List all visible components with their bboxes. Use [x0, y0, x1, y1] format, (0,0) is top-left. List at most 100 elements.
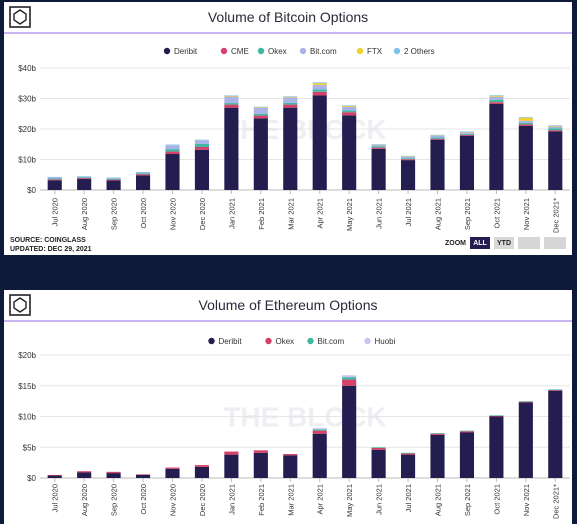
bar-deribit-sep-2020[interactable] — [106, 473, 121, 478]
bar-bit-com-sep-2021[interactable] — [459, 430, 475, 432]
bar-okex-nov-2020[interactable] — [165, 149, 180, 152]
bar-deribit-dec-2020[interactable] — [194, 466, 210, 478]
bar-ftx-nov-2021[interactable] — [518, 117, 533, 121]
bar-deribit-mar-2021[interactable] — [283, 455, 298, 478]
legend-label-ftx[interactable]: FTX — [367, 47, 383, 56]
bar-2-others-jul-2020[interactable] — [47, 176, 62, 178]
bar-2-others-mar-2021[interactable] — [283, 96, 298, 97]
bar-2-others-jun-2021[interactable] — [371, 144, 386, 145]
bar-bit-com-jan-2021[interactable] — [224, 96, 239, 104]
bar-cme-nov-2021[interactable] — [518, 124, 533, 126]
bar-okex-feb-2021[interactable] — [253, 450, 268, 453]
bar-cme-dec-2021[interactable] — [548, 130, 563, 132]
bar-bit-com-sep-2020[interactable] — [106, 177, 121, 179]
bar-deribit-aug-2020[interactable] — [77, 472, 92, 478]
bar-deribit-may-2021[interactable] — [342, 115, 357, 190]
zoom-blank-button-2[interactable] — [544, 237, 566, 249]
bar-bit-com-dec-2021[interactable] — [548, 389, 563, 391]
bar-ftx-jul-2021[interactable] — [400, 156, 416, 157]
bar-cme-feb-2021[interactable] — [253, 115, 268, 119]
bar-cme-mar-2021[interactable] — [283, 104, 298, 108]
bar-okex-jun-2021[interactable] — [371, 447, 386, 450]
bar-ftx-jun-2021[interactable] — [371, 144, 386, 146]
bar-okex-dec-2021[interactable] — [548, 390, 563, 391]
bar-deribit-dec-2020[interactable] — [194, 149, 210, 190]
bar-cme-jul-2020[interactable] — [47, 179, 62, 181]
bar-deribit-jul-2021[interactable] — [400, 160, 416, 190]
bar-okex-may-2021[interactable] — [342, 110, 357, 113]
bar-cme-oct-2020[interactable] — [135, 174, 151, 176]
bar-cme-jan-2021[interactable] — [224, 104, 239, 108]
bar-bit-com-may-2021[interactable] — [342, 377, 357, 380]
bar-okex-nov-2021[interactable] — [518, 401, 533, 403]
bar-bit-com-nov-2021[interactable] — [518, 120, 533, 123]
bar-ftx-sep-2021[interactable] — [459, 131, 475, 133]
bar-deribit-jan-2021[interactable] — [224, 107, 239, 190]
bar-okex-aug-2020[interactable] — [77, 177, 92, 179]
bar-deribit-oct-2020[interactable] — [135, 474, 151, 478]
bar-deribit-nov-2021[interactable] — [518, 402, 533, 478]
bar-ftx-jan-2021[interactable] — [224, 96, 239, 97]
bar-okex-jan-2021[interactable] — [224, 451, 239, 455]
legend-label-2-others[interactable]: 2 Others — [404, 47, 435, 56]
bar-deribit-sep-2021[interactable] — [459, 432, 475, 478]
bar-deribit-nov-2020[interactable] — [165, 468, 180, 478]
bar-bit-com-feb-2021[interactable] — [253, 107, 268, 114]
bar-deribit-aug-2021[interactable] — [430, 139, 445, 190]
bar-deribit-oct-2021[interactable] — [489, 416, 504, 479]
bar-bit-com-dec-2020[interactable] — [194, 140, 210, 144]
bar-2-others-aug-2021[interactable] — [430, 134, 445, 136]
bar-cme-apr-2021[interactable] — [312, 91, 327, 96]
bar-cme-jun-2021[interactable] — [371, 147, 386, 149]
bar-deribit-jun-2021[interactable] — [371, 449, 386, 478]
bar-okex-may-2021[interactable] — [342, 379, 357, 386]
bar-2-others-oct-2021[interactable] — [489, 95, 504, 96]
bar-cme-may-2021[interactable] — [342, 112, 357, 116]
bar-okex-jul-2021[interactable] — [400, 158, 416, 160]
bar-bit-com-oct-2020[interactable] — [135, 172, 151, 174]
bar-2-others-apr-2021[interactable] — [312, 82, 327, 84]
bar-okex-aug-2021[interactable] — [430, 137, 445, 139]
bar-bit-com-oct-2021[interactable] — [489, 96, 504, 100]
bar-bit-com-dec-2021[interactable] — [548, 126, 563, 129]
bar-okex-nov-2020[interactable] — [165, 467, 180, 469]
legend-label-huobi[interactable]: Huobi — [375, 337, 396, 346]
bar-deribit-jul-2020[interactable] — [47, 180, 62, 190]
bar-2-others-dec-2020[interactable] — [194, 139, 210, 141]
bar-bit-com-jun-2021[interactable] — [371, 144, 386, 147]
bar-bit-com-aug-2021[interactable] — [430, 135, 445, 138]
bar-2-others-nov-2020[interactable] — [165, 144, 180, 146]
bar-deribit-apr-2021[interactable] — [312, 433, 327, 478]
bar-2-others-jul-2021[interactable] — [400, 155, 416, 157]
bar-okex-sep-2020[interactable] — [106, 178, 121, 180]
bar-okex-sep-2020[interactable] — [106, 471, 121, 474]
bar-2-others-oct-2020[interactable] — [135, 172, 151, 173]
bar-cme-oct-2021[interactable] — [489, 102, 504, 104]
bar-okex-dec-2021[interactable] — [548, 128, 563, 131]
bar-deribit-aug-2021[interactable] — [430, 434, 445, 478]
bar-bit-com-jul-2020[interactable] — [47, 177, 62, 179]
bar-okex-mar-2021[interactable] — [283, 454, 298, 456]
zoom-ytd-button[interactable]: YTD — [494, 237, 514, 249]
bar-2-others-jan-2021[interactable] — [224, 95, 239, 97]
bar-ftx-oct-2021[interactable] — [489, 95, 504, 97]
bar-ftx-apr-2021[interactable] — [312, 83, 327, 86]
bar-okex-jun-2021[interactable] — [371, 146, 386, 148]
legend-label-cme[interactable]: CME — [231, 47, 249, 56]
bar-bit-com-jul-2021[interactable] — [400, 452, 416, 454]
bar-bit-com-apr-2021[interactable] — [312, 429, 327, 431]
bar-2-others-sep-2020[interactable] — [106, 177, 121, 179]
bar-deribit-nov-2021[interactable] — [518, 125, 533, 190]
bar-bit-com-mar-2021[interactable] — [283, 97, 298, 103]
bar-deribit-feb-2021[interactable] — [253, 118, 268, 190]
bar-deribit-oct-2021[interactable] — [489, 103, 504, 190]
legend-label-deribit[interactable]: Deribit — [219, 337, 243, 346]
bar-deribit-jun-2021[interactable] — [371, 148, 386, 190]
bar-ftx-dec-2021[interactable] — [548, 125, 563, 127]
bar-okex-jan-2021[interactable] — [224, 103, 239, 105]
bar-ftx-feb-2021[interactable] — [253, 107, 268, 108]
bar-bit-com-oct-2021[interactable] — [489, 415, 504, 416]
bar-2-others-aug-2020[interactable] — [77, 176, 92, 177]
legend-label-deribit[interactable]: Deribit — [174, 47, 198, 56]
bar-okex-oct-2020[interactable] — [135, 474, 151, 475]
